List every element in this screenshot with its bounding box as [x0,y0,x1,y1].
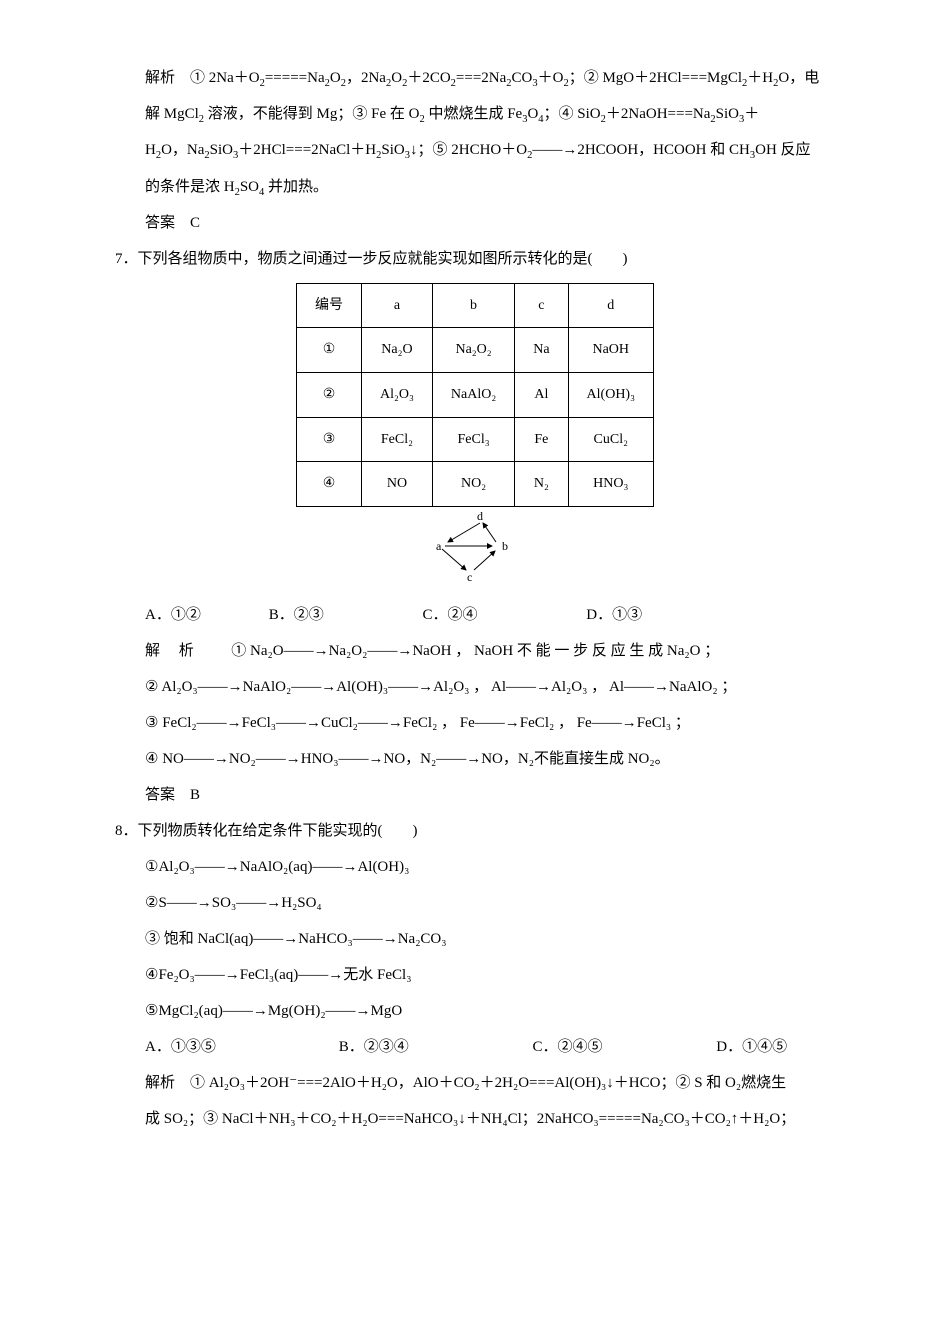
choice-d: D．①④⑤ [716,1029,787,1065]
q8-item-4: ④Fe₂O₃――→FeCl₃(aq)――→无水 FeCl₃ [115,957,835,993]
text: O [330,70,341,86]
q7-explain-2: ② Al₂O₃――→NaAlO₂――→Al(OH)₃――→Al₂O₃ ， Al―… [115,669,835,705]
text: ＋ [744,106,759,122]
table-cell: FeCl₃ [432,417,514,462]
table-row: ① Na₂O Na₂O₂ Na NaOH [297,328,654,373]
text: OH 反应 [755,142,810,158]
table-cell: ④ [297,462,362,507]
analysis-line-2: 解 MgCl2 溶液，不能得到 Mg；③ Fe 在 O2 中燃烧生成 Fe3O4… [115,96,835,132]
text: ――→2HCOOH，HCOOH 和 CH [532,142,750,158]
choice-b: B．②③ [269,597,419,633]
question-7: 7．下列各组物质中，物质之间通过一步反应就能实现如图所示转化的是( ) [115,241,835,277]
table-row: ③ FeCl₂ FeCl₃ Fe CuCl₂ [297,417,654,462]
q8-choices: A．①③⑤ B．②③④ C．②④⑤ D．①④⑤ [115,1029,835,1065]
text: ，2Na [346,70,386,86]
text: ＋2CO [407,70,450,86]
table-cell: Na₂O [362,328,433,373]
q8-item-2: ②S――→SO₃――→H₂SO₄ [115,885,835,921]
text: 解 MgCl [145,106,199,122]
table-row: ② Al₂O₃ NaAlO₂ Al Al(OH)₃ [297,372,654,417]
table-cell: NaOH [568,328,653,373]
choice-a: A．①② [145,597,265,633]
text: ① Na₂O――→Na₂O₂――→NaOH ， NaOH 不 能 一 步 反 应… [201,643,719,659]
text: ；④ SiO [544,106,601,122]
table-cell: ① [297,328,362,373]
table-row: ④ NO NO₂ N₂ HNO₃ [297,462,654,507]
text: 中燃烧生成 Fe [425,106,523,122]
choice-d: D．①③ [586,597,642,633]
diagram-label-d: d [477,511,483,523]
table-cell: CuCl₂ [568,417,653,462]
q8-explain-2: 成 SO₂；③ NaCl＋NH₃＋CO₂＋H₂O===NaHCO₃↓＋NH₄Cl… [115,1101,835,1137]
q7-explain-3: ③ FeCl₂――→FeCl₃――→CuCl₂――→FeCl₂ ， Fe――→F… [115,705,835,741]
table-header: d [568,283,653,328]
text: ===2Na [456,70,506,86]
table-cell: Al [515,372,568,417]
text: O [391,70,402,86]
text: ↓；⑤ 2HCHO＋O [410,142,527,158]
analysis-line-3: H2O，Na2SiO3＋2HCl===2NaCl＋H2SiO3↓；⑤ 2HCHO… [115,132,835,168]
text: O [527,106,538,122]
diagram-label-a: a [436,539,442,553]
analysis-line-4: 的条件是浓 H2SO4 并加热。 [115,169,835,205]
diagram-label-b: b [502,539,508,553]
text: H [145,142,156,158]
question-8: 8．下列物质转化在给定条件下能实现的( ) [115,813,835,849]
text: 解析 ① 2Na＋O [145,70,260,86]
text: =====Na [265,70,325,86]
q8-item-5: ⑤MgCl₂(aq)――→Mg(OH)₂――→MgO [115,993,835,1029]
analysis-line-1: 解析 ① 2Na＋O2=====Na2O2，2Na2O2＋2CO2===2Na2… [115,60,835,96]
text: 溶液，不能得到 Mg；③ Fe 在 O [204,106,419,122]
q8-item-1: ①Al₂O₃――→NaAlO₂(aq)――→Al(OH)₃ [115,849,835,885]
table-row: 编号 a b c d [297,283,654,328]
text: SiO [716,106,739,122]
text: ＋O [538,70,564,86]
table-cell: ② [297,372,362,417]
text: ＋H [747,70,773,86]
table-cell: Na [515,328,568,373]
q7-explain-1: 解 析 ① Na₂O――→Na₂O₂――→NaOH ， NaOH 不 能 一 步… [115,633,835,669]
table-cell: Na₂O₂ [432,328,514,373]
table-header: a [362,283,433,328]
choice-c: C．②④ [423,597,583,633]
text: SiO [381,142,404,158]
label: 解 析 [145,643,201,659]
q7-explain-4: ④ NO――→NO₂――→HNO₃――→NO，N₂――→NO，N₂不能直接生成 … [115,741,835,777]
q8-explain-1: 解析 ① Al₂O₃＋2OH⁻===2AlO＋H₂O，AlO＋CO₂＋2H₂O=… [115,1065,835,1101]
text: ＋2NaOH===Na [606,106,711,122]
table-cell: NO [362,462,433,507]
choice-c: C．②④⑤ [533,1029,713,1065]
choice-a: A．①③⑤ [145,1029,335,1065]
transformation-diagram: a b c d [115,511,835,595]
table-cell: Al(OH)₃ [568,372,653,417]
q7-choices: A．①② B．②③ C．②④ D．①③ [115,597,835,633]
table-header: 编号 [297,283,362,328]
table-header: c [515,283,568,328]
answer-7: 答案 B [115,777,835,813]
compound-table: 编号 a b c d ① Na₂O Na₂O₂ Na NaOH ② Al₂O₃ … [296,283,654,507]
text: 的条件是浓 H [145,179,235,195]
text: SiO [210,142,233,158]
q8-item-3: ③ 饱和 NaCl(aq)――→NaHCO₃――→Na₂CO₃ [115,921,835,957]
table-cell: Al₂O₃ [362,372,433,417]
text: O，电 [778,70,819,86]
text: CO [512,70,533,86]
text: 并加热。 [264,179,328,195]
table-cell: NaAlO₂ [432,372,514,417]
text: SO [240,179,259,195]
choice-b: B．②③④ [339,1029,529,1065]
diagram-label-c: c [467,570,472,581]
text: ＋2HCl===2NaCl＋H [238,142,376,158]
table-cell: N₂ [515,462,568,507]
table-cell: ③ [297,417,362,462]
answer-6: 答案 C [115,205,835,241]
table-cell: HNO₃ [568,462,653,507]
table-cell: Fe [515,417,568,462]
text: ；② MgO＋2HCl===MgCl [569,70,742,86]
table-header: b [432,283,514,328]
text: O，Na [161,142,204,158]
table-cell: NO₂ [432,462,514,507]
table-cell: FeCl₂ [362,417,433,462]
